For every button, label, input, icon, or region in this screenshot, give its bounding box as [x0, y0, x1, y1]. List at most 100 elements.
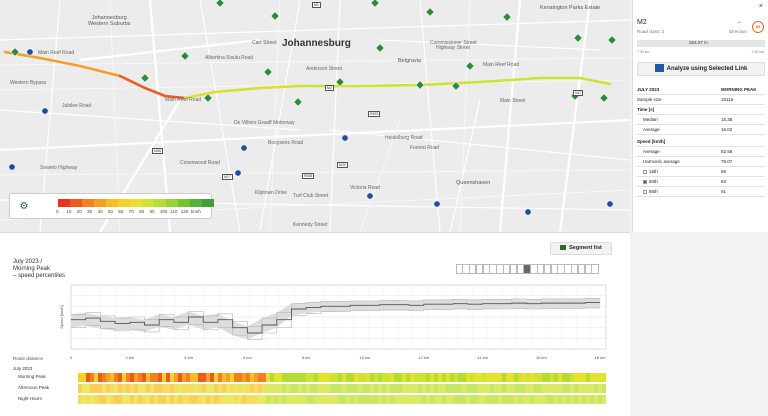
map-poi-icon [606, 200, 614, 208]
hour-cell[interactable] [496, 264, 504, 274]
strip-cell [546, 384, 550, 393]
chart-x-tick: 10 km [360, 355, 372, 360]
stats-row-label: Harmonic average [637, 159, 721, 164]
period-speed-strip[interactable] [78, 373, 606, 382]
strip-cell [250, 373, 254, 382]
hour-cell[interactable] [577, 264, 586, 274]
hour-cell[interactable] [509, 264, 518, 274]
route-shield: R553 [368, 111, 381, 117]
strip-cell [390, 395, 394, 404]
map-suburb-label: Kensington Parks Estate [540, 5, 601, 11]
stats-row: Average 82.56 [637, 147, 765, 157]
strip-cell [602, 384, 606, 393]
strip-cell [218, 384, 222, 393]
hour-cell[interactable] [503, 264, 511, 274]
strip-cell [86, 373, 90, 382]
period-speed-strip[interactable] [78, 395, 606, 404]
legend-swatch [202, 199, 214, 207]
strip-cell [302, 384, 306, 393]
map-street [269, 0, 281, 232]
stats-row-value: 83 [721, 179, 727, 184]
period-speed-strip[interactable] [78, 384, 606, 393]
percentile-checkbox[interactable] [643, 179, 647, 184]
strip-cell [250, 395, 254, 404]
hour-cell[interactable] [550, 264, 558, 274]
hour-cell[interactable] [475, 264, 484, 274]
map-street-label: Kliptown Drive [255, 190, 287, 196]
period-label[interactable]: Afternoon Peak [18, 385, 50, 390]
hour-cell[interactable] [455, 264, 463, 274]
map-view[interactable]: Johannesburg Western Suburbs Belgravia Que… [0, 0, 630, 232]
strip-cell [342, 373, 346, 382]
strip-cell [318, 395, 322, 404]
hour-cell[interactable] [543, 264, 552, 274]
strip-cell [478, 373, 482, 382]
strip-cell [582, 395, 586, 404]
strip-cell [226, 395, 230, 404]
hour-cell[interactable] [516, 264, 524, 274]
strip-cell [210, 395, 214, 404]
hour-cell[interactable] [571, 264, 579, 274]
hour-cell[interactable] [564, 264, 572, 274]
strip-cell [122, 384, 126, 393]
strip-cell [594, 395, 598, 404]
strip-cell [342, 395, 346, 404]
hour-cell[interactable] [530, 264, 538, 274]
traffic-route [298, 76, 612, 88]
strip-cell [454, 373, 458, 382]
strip-cell [242, 373, 246, 382]
strip-cell [474, 395, 478, 404]
close-button[interactable]: × [758, 3, 763, 10]
stats-row-value: 69 [721, 169, 727, 174]
strip-cell [162, 373, 166, 382]
hour-cell[interactable] [557, 264, 565, 274]
range-bar[interactable] [637, 40, 765, 47]
direction-button[interactable]: 80 [752, 21, 764, 33]
strip-cell [174, 384, 178, 393]
hour-cell[interactable] [482, 264, 490, 274]
strip-cell [222, 373, 226, 382]
gear-icon[interactable]: ⚙ [19, 201, 29, 212]
strip-cell [410, 373, 414, 382]
map-marker-icon [415, 80, 425, 90]
strip-cell [422, 384, 426, 393]
strip-cell [214, 395, 218, 404]
strip-cell [118, 384, 122, 393]
hour-cell[interactable] [537, 264, 545, 274]
strip-cell [518, 373, 522, 382]
strip-cell [158, 395, 162, 404]
period-label[interactable]: Night Hours [18, 396, 42, 401]
hour-cell[interactable] [469, 264, 477, 274]
map-marker-icon [451, 81, 461, 91]
analyze-button[interactable]: Analyze using Selected Link [637, 62, 765, 76]
strip-cell [474, 384, 478, 393]
period-label[interactable]: Morning Peak [18, 374, 46, 379]
strip-cell [154, 395, 158, 404]
map-street-label: De Villiers Graaff Motorway [234, 120, 295, 126]
strip-cell [150, 373, 154, 382]
stats-row-value: 82.56 [721, 149, 733, 154]
segment-list-button[interactable]: Segment list [550, 242, 612, 255]
strip-cell [478, 384, 482, 393]
hour-cell[interactable] [591, 264, 599, 274]
percentile-checkbox[interactable] [643, 169, 647, 174]
strip-cell [494, 384, 498, 393]
strip-cell [166, 373, 170, 382]
strip-cell [378, 384, 382, 393]
strip-cell [254, 384, 258, 393]
strip-cell [206, 384, 210, 393]
hour-cell[interactable] [523, 264, 531, 274]
stats-row-label-text: 15th [649, 169, 658, 174]
hour-cell[interactable] [584, 264, 592, 274]
hour-picker[interactable] [455, 264, 599, 274]
hour-cell[interactable] [489, 264, 497, 274]
strip-cell [178, 384, 182, 393]
strip-cell [554, 395, 558, 404]
hour-cell[interactable] [462, 264, 470, 274]
strip-cell [290, 395, 294, 404]
stats-row-label-text: 50th [649, 179, 658, 184]
strip-cell [138, 395, 142, 404]
percentile-checkbox[interactable] [643, 189, 647, 194]
map-street-label: Anderson Street [306, 66, 343, 72]
strip-cell [166, 395, 170, 404]
